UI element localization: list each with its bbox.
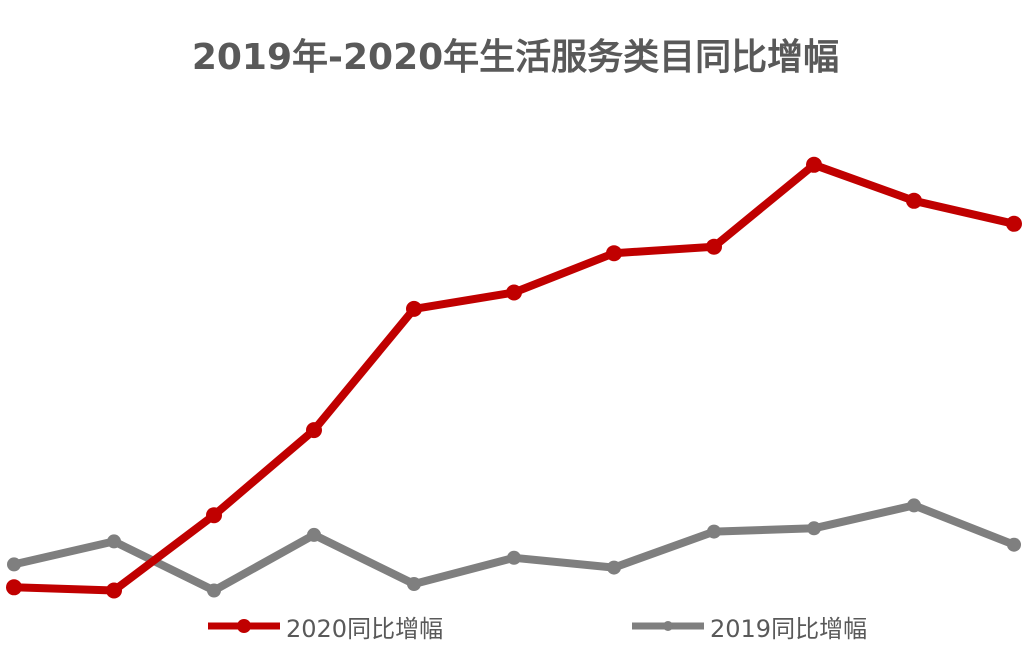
data-point-2019-7	[607, 560, 621, 575]
data-point-2019-1	[7, 557, 21, 572]
series-2020	[6, 156, 1022, 599]
series-line-2020	[10, 160, 1018, 595]
data-point-2019-2	[107, 534, 121, 549]
data-point-2020-7	[606, 245, 622, 262]
data-point-2020-11	[1006, 215, 1022, 232]
data-point-2020-10	[906, 192, 922, 209]
series-layer	[6, 156, 1022, 599]
data-point-2019-5	[407, 577, 421, 591]
data-point-2019-10	[907, 498, 921, 513]
data-point-2020-2	[106, 582, 122, 599]
chart-title: 2019年-2020年生活服务类目同比增幅	[191, 37, 840, 78]
data-point-2019-4	[307, 527, 321, 542]
legend-item-2019: 2019同比增幅	[632, 608, 867, 644]
legend-label-2019: 2019同比增幅	[710, 614, 868, 643]
series-2019	[7, 498, 1021, 598]
data-point-2020-6	[506, 284, 522, 301]
data-point-2019-11	[1007, 537, 1021, 552]
data-point-2020-4	[306, 422, 322, 439]
data-point-2020-8	[706, 238, 722, 255]
legend-swatch-2019	[632, 621, 704, 631]
data-point-2019-6	[507, 550, 521, 565]
legend-swatch-2020	[208, 619, 280, 633]
legend-label-2020: 2020同比增幅	[286, 614, 444, 643]
legend-item-2020: 2020同比增幅	[208, 608, 443, 644]
data-point-2020-9	[806, 156, 822, 173]
data-point-2020-3	[206, 507, 222, 524]
data-point-2019-9	[807, 521, 821, 536]
data-point-2019-8	[707, 524, 721, 539]
chart-legend: 2020同比增幅 2019同比增幅	[0, 608, 1031, 644]
data-point-2020-1	[6, 579, 22, 596]
data-point-2020-5	[406, 300, 422, 317]
data-point-2019-3	[207, 583, 221, 598]
